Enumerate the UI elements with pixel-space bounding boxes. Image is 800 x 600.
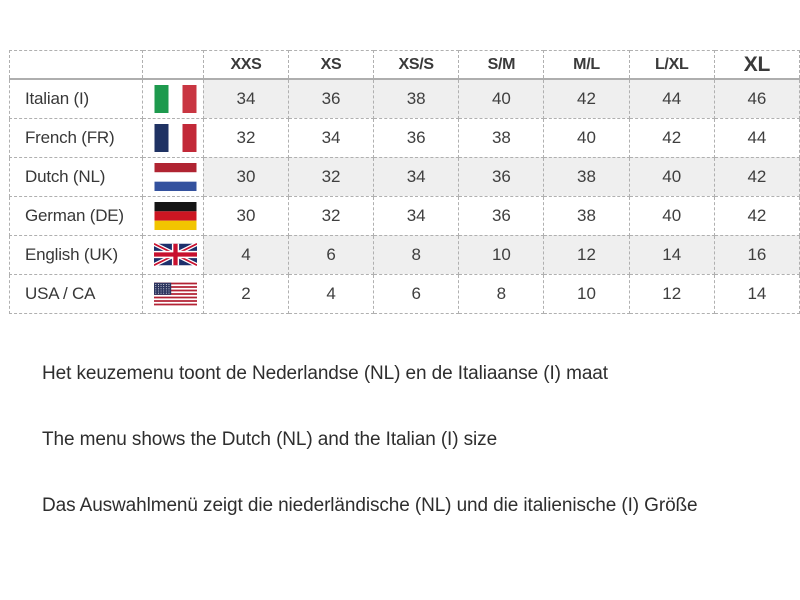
netherlands-flag-icon	[154, 162, 197, 191]
size-value: 38	[543, 195, 630, 236]
size-value: 32	[288, 195, 374, 236]
size-header-xs: XS	[288, 50, 374, 80]
italy-flag-icon	[154, 84, 197, 113]
size-value: 34	[372, 195, 460, 236]
note-dutch: Het keuzemenu toont de Nederlandse (NL) …	[42, 363, 608, 384]
size-value: 10	[458, 234, 545, 275]
usa-flag-icon	[154, 282, 198, 305]
germany-flag-icon	[154, 201, 197, 230]
size-value: 40	[543, 117, 630, 158]
size-value: 44	[628, 78, 715, 119]
table-row-english: English (UK) 4 6 8 10 12 14 16	[8, 234, 800, 275]
size-value: 30	[202, 195, 290, 236]
size-value: 8	[458, 273, 545, 314]
size-value: 12	[543, 234, 630, 275]
size-header-ml: M/L	[543, 50, 630, 80]
size-value: 14	[713, 273, 800, 314]
table-row-dutch: Dutch (NL) 30 32 34 36 38 40 42	[8, 156, 800, 197]
note-english: The menu shows the Dutch (NL) and the It…	[42, 429, 498, 450]
row-label: Dutch (NL)	[8, 156, 144, 197]
size-value: 32	[202, 117, 290, 158]
header-row: XXS XS XS/S S/M M/L L/XL XL	[8, 50, 800, 80]
size-value: 34	[372, 156, 460, 197]
table-row-german: German (DE) 30 32 34 36 38 40 42	[8, 195, 800, 236]
row-label: German (DE)	[8, 195, 144, 236]
size-value: 42	[713, 195, 800, 236]
size-value: 40	[458, 78, 545, 119]
size-value: 42	[713, 156, 800, 197]
size-value: 10	[543, 273, 630, 314]
size-value: 42	[543, 78, 630, 119]
size-value: 34	[288, 117, 374, 158]
size-value: 12	[628, 273, 715, 314]
size-value: 36	[288, 78, 374, 119]
size-value: 6	[288, 234, 374, 275]
header-empty-flag-cell	[142, 50, 204, 80]
size-value: 42	[628, 117, 715, 158]
size-value: 32	[288, 156, 374, 197]
size-value: 16	[713, 234, 800, 275]
size-value: 38	[372, 78, 460, 119]
size-header-xss: XS/S	[372, 50, 460, 80]
size-value: 14	[628, 234, 715, 275]
size-value: 4	[202, 234, 290, 275]
table-row-italian: Italian (I) 34 36 38 40 42 44 46	[8, 78, 800, 119]
france-flag-icon	[154, 123, 197, 152]
size-value: 30	[202, 156, 290, 197]
size-value: 40	[628, 195, 715, 236]
table-row-french: French (FR) 32 34 36 38 40 42 44	[8, 117, 800, 158]
note-german: Das Auswahlmenü zeigt die niederländisch…	[42, 495, 698, 516]
size-value: 2	[202, 273, 290, 314]
row-label: English (UK)	[8, 234, 144, 275]
row-label: Italian (I)	[8, 78, 144, 119]
size-value: 8	[372, 234, 460, 275]
size-header-lxl: L/XL	[628, 50, 715, 80]
uk-flag-icon	[154, 241, 198, 268]
size-value: 46	[713, 78, 800, 119]
size-value: 6	[372, 273, 460, 314]
size-header-xl: XL	[713, 50, 800, 80]
size-header-sm: S/M	[458, 50, 545, 80]
size-value: 36	[458, 156, 545, 197]
size-value: 40	[628, 156, 715, 197]
size-value: 36	[372, 117, 460, 158]
size-value: 44	[713, 117, 800, 158]
size-value: 36	[458, 195, 545, 236]
size-value: 38	[543, 156, 630, 197]
size-value: 4	[288, 273, 374, 314]
row-label: USA / CA	[8, 273, 144, 314]
size-header-xxs: XXS	[202, 50, 290, 80]
row-label: French (FR)	[8, 117, 144, 158]
header-empty-label-cell	[8, 50, 144, 80]
size-value: 38	[458, 117, 545, 158]
table-row-usa: USA / CA 2 4 6 8 10 12 14	[8, 273, 800, 314]
size-value: 34	[202, 78, 290, 119]
size-conversion-table: XXS XS XS/S S/M M/L L/XL XL Italian (I) …	[8, 50, 800, 314]
